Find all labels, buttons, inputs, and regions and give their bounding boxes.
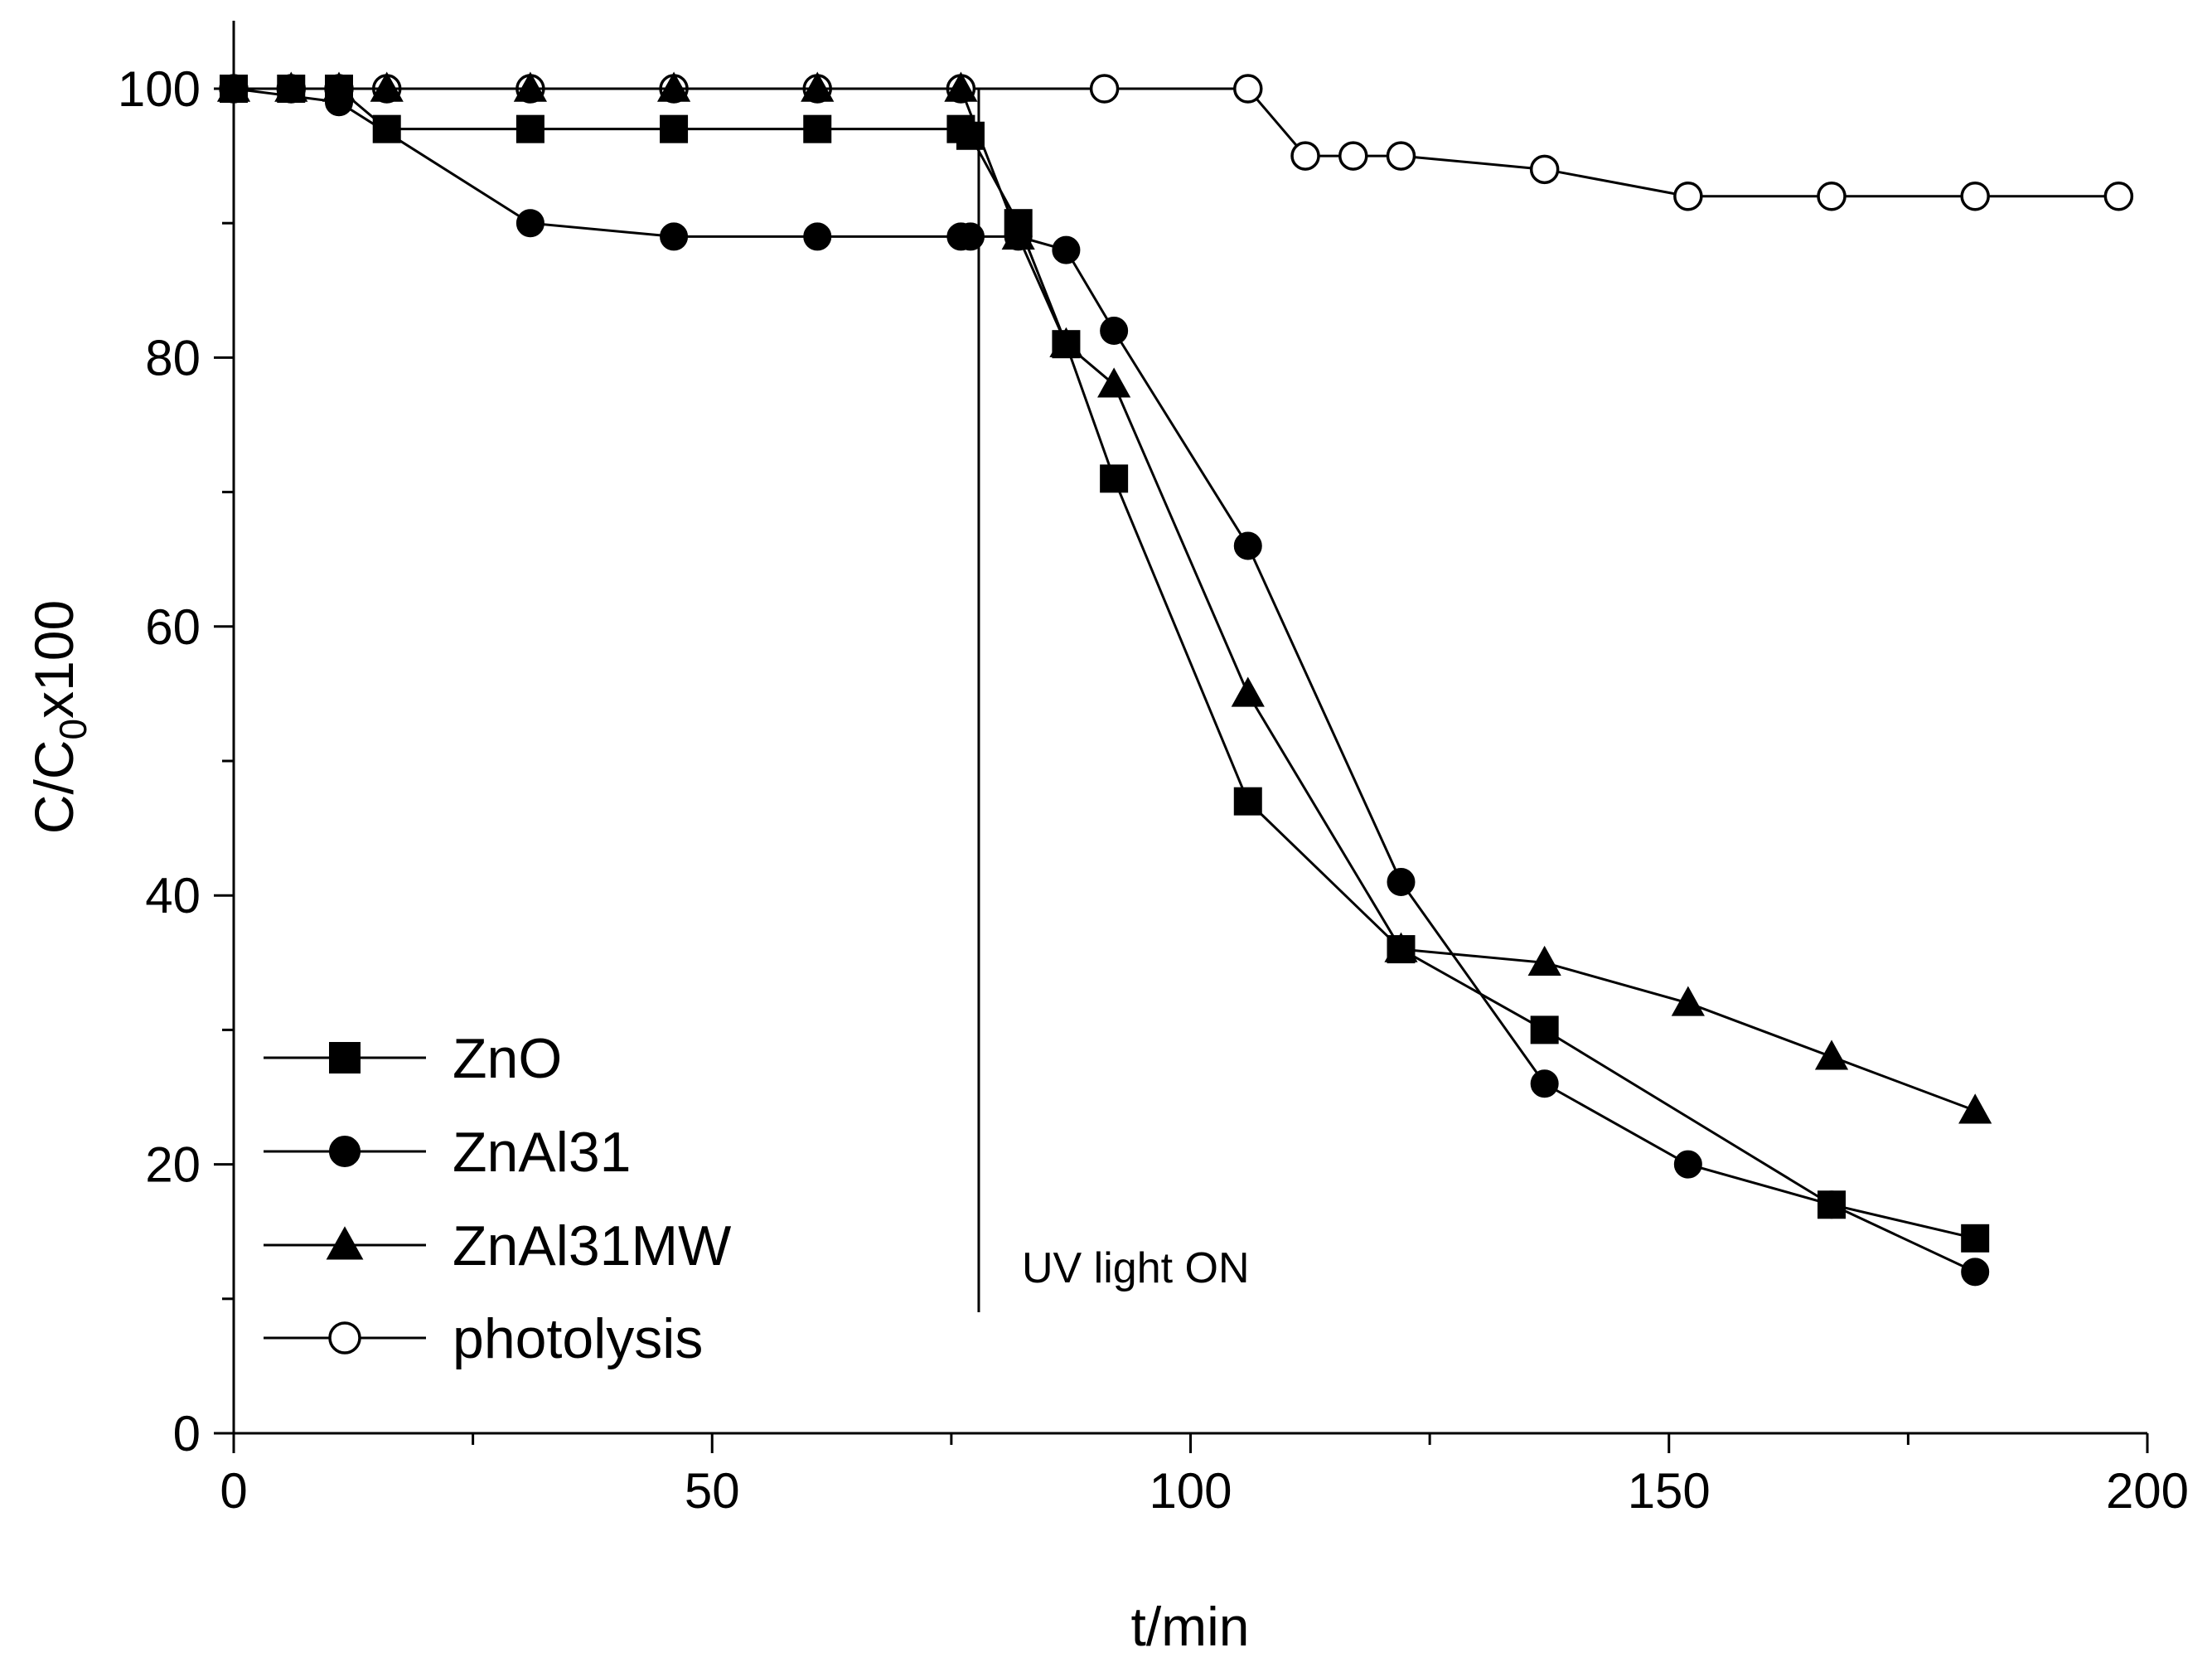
data-point-photolysis: [1960, 182, 1990, 211]
data-point-znal31: [1387, 867, 1416, 896]
data-point-znal31mw: [513, 71, 547, 102]
y-axis-label: C/C0x100: [23, 600, 94, 834]
uv-on-label: UV light ON: [1022, 1244, 1250, 1292]
data-point-znal31: [1233, 531, 1262, 560]
y-tick-label: 100: [118, 61, 201, 117]
data-point-zno: [515, 114, 545, 143]
x-tick-label: 150: [1628, 1463, 1711, 1519]
x-tick-label: 200: [2106, 1463, 2189, 1519]
data-point-znal31mw: [1671, 986, 1705, 1016]
data-point-photolysis: [1529, 154, 1560, 185]
data-point-znal31mw: [801, 71, 835, 102]
data-point-znal31: [1052, 235, 1081, 264]
legend-label-zno: ZnO: [453, 1027, 562, 1090]
series-znal31: [220, 75, 1990, 1287]
data-point-photolysis: [1673, 182, 1703, 211]
series-znal31mw: [216, 71, 1992, 1124]
x-tick-label: 100: [1149, 1463, 1232, 1519]
y-tick-label: 40: [145, 868, 201, 923]
legend-item-znal31mw: ZnAl31MW: [264, 1214, 731, 1277]
data-point-znal31: [515, 209, 545, 238]
series-line-znal31mw: [234, 87, 1976, 1112]
data-point-zno: [1961, 1224, 1990, 1253]
data-point-zno: [1818, 1190, 1847, 1219]
x-axis-label: t/min: [1130, 1596, 1249, 1657]
x-tick-label: 50: [685, 1463, 740, 1519]
data-point-zno: [660, 114, 689, 143]
legend: ZnO ZnAl31 ZnAl31MW photolysis: [264, 1027, 731, 1370]
legend-marker-photolysis: [328, 1321, 361, 1355]
data-point-znal31: [956, 222, 985, 251]
data-point-photolysis: [2103, 182, 2134, 211]
data-point-znal31: [803, 222, 832, 251]
legend-marker-zno: [329, 1042, 361, 1073]
data-point-znal31: [1673, 1150, 1702, 1179]
data-point-photolysis: [1386, 141, 1416, 171]
data-point-znal31: [660, 222, 689, 251]
y-tick-label: 60: [145, 599, 201, 655]
data-point-zno: [803, 114, 832, 143]
data-point-znal31mw: [1814, 1040, 1849, 1070]
uv-annotation: UV light ON: [977, 89, 1250, 1313]
axes: 0 50 100 150 200 0 20 40 60 80 100: [118, 21, 2189, 1519]
y-axis-label-subscript: 0: [51, 719, 94, 740]
data-point-zno: [277, 75, 306, 103]
data-point-znal31mw: [370, 71, 404, 102]
y-tick-label: 80: [145, 330, 201, 385]
legend-item-znal31: ZnAl31: [264, 1121, 631, 1184]
data-point-photolysis: [1233, 74, 1263, 104]
data-point-znal31mw: [1231, 676, 1265, 707]
legend-label-znal31mw: ZnAl31MW: [453, 1214, 731, 1277]
data-point-zno: [372, 114, 401, 143]
legend-marker-znal31: [329, 1136, 361, 1167]
legend-item-zno: ZnO: [264, 1027, 562, 1090]
data-point-znal31mw: [944, 71, 978, 102]
data-point-photolysis: [1290, 141, 1320, 171]
data-point-zno: [1052, 330, 1081, 359]
data-point-photolysis: [1817, 182, 1847, 211]
y-axis-label-main: C/C: [23, 740, 85, 835]
data-point-znal31mw: [1958, 1093, 1992, 1124]
legend-label-photolysis: photolysis: [453, 1307, 703, 1370]
x-tick-label: 0: [220, 1463, 247, 1519]
y-tick-label: 0: [173, 1406, 201, 1461]
legend-marker-znal31mw: [326, 1226, 364, 1260]
series-zno: [220, 75, 1990, 1253]
data-point-znal31: [1961, 1258, 1990, 1287]
legend-label-znal31: ZnAl31: [453, 1121, 631, 1184]
data-point-zno: [1100, 464, 1129, 493]
data-point-znal31mw: [656, 71, 691, 102]
data-point-photolysis: [1089, 74, 1120, 104]
data-point-znal31: [1100, 316, 1129, 345]
data-point-zno: [1530, 1015, 1559, 1044]
data-point-zno: [1233, 787, 1262, 816]
y-axis-label-suffix: x100: [23, 600, 85, 719]
legend-item-photolysis: photolysis: [264, 1307, 703, 1370]
series-line-znal31: [233, 87, 1976, 1273]
data-point-zno: [1387, 935, 1416, 964]
data-point-zno: [220, 75, 248, 103]
y-tick-label: 20: [145, 1137, 201, 1193]
data-point-photolysis: [1338, 141, 1368, 171]
series-layer: [216, 71, 2134, 1287]
data-point-znal31: [1530, 1069, 1559, 1098]
data-point-zno: [1004, 209, 1033, 238]
data-point-zno: [956, 121, 985, 150]
series-photolysis: [219, 74, 2134, 211]
data-point-znal31mw: [1527, 945, 1561, 977]
data-point-znal31mw: [1097, 367, 1131, 398]
data-point-zno: [324, 75, 353, 103]
